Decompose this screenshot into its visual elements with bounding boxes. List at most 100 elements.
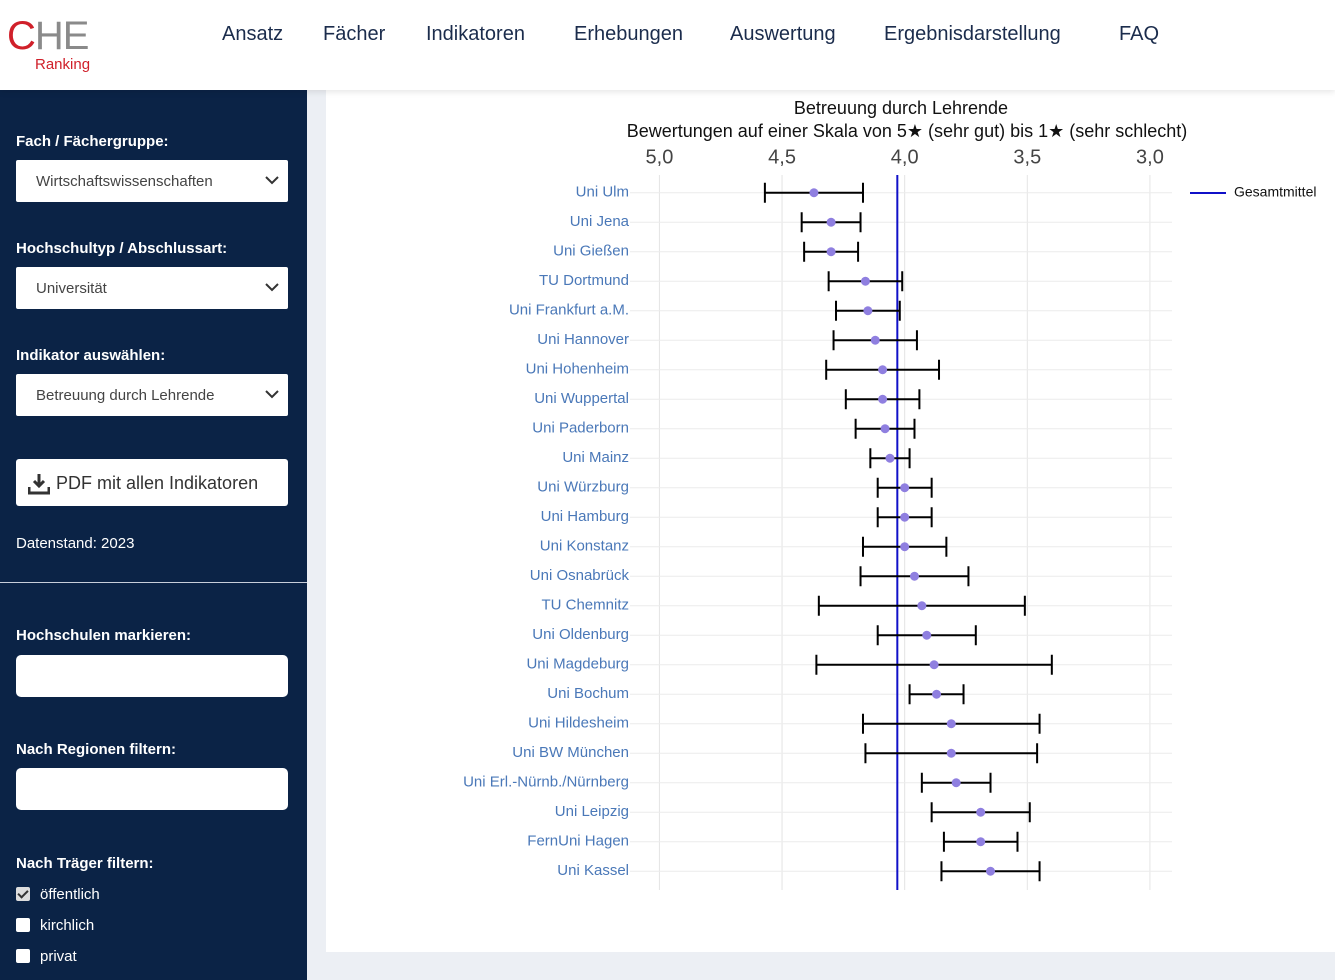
data-point [880,424,890,434]
x-tick-label: 5,0 [646,146,674,168]
category-label: TU Chemnitz [541,597,629,614]
category-label: Uni Hildesheim [528,715,629,732]
data-point [863,306,873,316]
data-point [860,276,870,286]
data-point [986,866,996,876]
logo-initial: C [7,14,36,58]
category-label: Uni BW München [512,744,629,761]
carrier-label: Nach Träger filtern: [16,855,154,872]
data-point [900,542,910,552]
data-point [932,689,942,699]
category-label: Uni Wuppertal [534,390,629,407]
text-input[interactable] [16,768,288,810]
x-tick-label: 4,5 [768,146,796,168]
data-point [900,512,910,522]
category-label: Uni Würzburg [537,479,629,496]
chart: Betreuung durch Lehrende Bewertungen auf… [463,98,1316,890]
category-label: TU Dortmund [539,272,629,289]
checkbox[interactable]: privat [16,948,77,965]
data-point [809,188,819,198]
category-label: Uni Oldenburg [532,626,629,643]
data-point [946,719,956,729]
category-label: Uni Hohenheim [526,361,629,378]
select[interactable]: Wirtschaftswissenschaften [16,160,288,202]
checkbox-label: kirchlich [40,917,95,934]
checkbox[interactable]: kirchlich [16,917,94,934]
chevron [265,176,279,185]
pdf-button[interactable]: PDF mit allen Indikatoren [16,459,288,506]
field-label: Indikator auswählen: [16,347,166,364]
logo-sub: Ranking [35,56,91,73]
category-label: Uni Erl.-Nürnb./Nürnberg [463,774,629,791]
select-value: Wirtschaftswissenschaften [36,173,213,190]
chart-title: Betreuung durch Lehrende [794,98,1008,118]
category-label: Uni Kassel [557,862,629,879]
checkbox[interactable]: öffentlich [16,886,100,903]
checkbox-box [16,887,30,901]
data-point [922,630,932,640]
x-tick-label: 3,5 [1013,146,1041,168]
filter-label: Hochschulen markieren: [16,627,192,644]
data-point [946,748,956,758]
nav-item[interactable]: Indikatoren [426,23,525,45]
field-label: Fach / Fächergruppe: [16,133,169,150]
data-point [976,807,986,817]
text-input[interactable] [16,655,288,697]
logo-rest: HE [34,14,90,58]
data-point [885,453,895,463]
nav-item[interactable]: FAQ [1119,23,1160,45]
x-tick-label: 3,0 [1136,146,1164,168]
data-point [878,365,888,375]
nav-item[interactable]: Auswertung [730,23,836,45]
nav-item[interactable]: Fächer [323,23,386,45]
category-label: FernUni Hagen [527,833,629,850]
nav-item[interactable]: Ergebnisdarstellung [884,23,1061,45]
select[interactable]: Betreuung durch Lehrende [16,374,288,416]
data-point [900,483,910,493]
category-label: Uni Gießen [553,243,629,260]
category-label: Uni Paderborn [532,420,629,437]
x-tick-label: 4,0 [891,146,919,168]
category-label: Uni Mainz [562,449,629,466]
data-status: Datenstand: 2023 [16,535,135,552]
select-value: Betreuung durch Lehrende [36,387,215,404]
data-point [917,601,927,611]
select-value: Universität [36,280,107,297]
data-point [870,335,880,345]
category-label: Uni Ulm [576,184,629,201]
category-label: Uni Magdeburg [526,656,629,673]
sidebar: Fach / Fächergruppe: Wirtschaftswissensc… [0,90,307,980]
category-label: Uni Hamburg [541,508,629,525]
category-label: Uni Bochum [547,685,629,702]
data-point [826,217,836,227]
data-point [909,571,919,581]
select[interactable]: Universität [16,267,288,309]
category-label: Uni Leipzig [555,803,629,820]
category-label: Uni Hannover [537,331,629,348]
chevron [265,390,279,399]
category-label: Uni Konstanz [540,538,629,555]
checkbox-label: öffentlich [40,886,100,903]
logo[interactable]: CHE Ranking [7,14,90,73]
data-point [878,394,888,404]
field-label: Hochschultyp / Abschlussart: [16,240,228,257]
nav-item[interactable]: Erhebungen [574,23,683,45]
data-point [826,247,836,257]
checkbox-label: privat [40,948,77,965]
category-label: Uni Frankfurt a.M. [509,302,629,319]
data-point [976,837,986,847]
divider [0,582,307,583]
filter-label: Nach Regionen filtern: [16,741,177,758]
checkbox-box [16,949,30,963]
nav-item[interactable]: Ansatz [222,23,284,45]
chevron [265,283,279,292]
data-point [929,660,939,670]
data-point [951,778,961,788]
download-icon [28,474,50,495]
chart-panel [326,90,1335,952]
category-label: Uni Osnabrück [530,567,630,584]
category-label: Uni Jena [570,213,630,230]
chart-subtitle: Bewertungen auf einer Skala von 5★ (sehr… [627,121,1188,141]
header: CHE Ranking Ansatz Fächer Indikatoren Erh… [0,0,1335,90]
